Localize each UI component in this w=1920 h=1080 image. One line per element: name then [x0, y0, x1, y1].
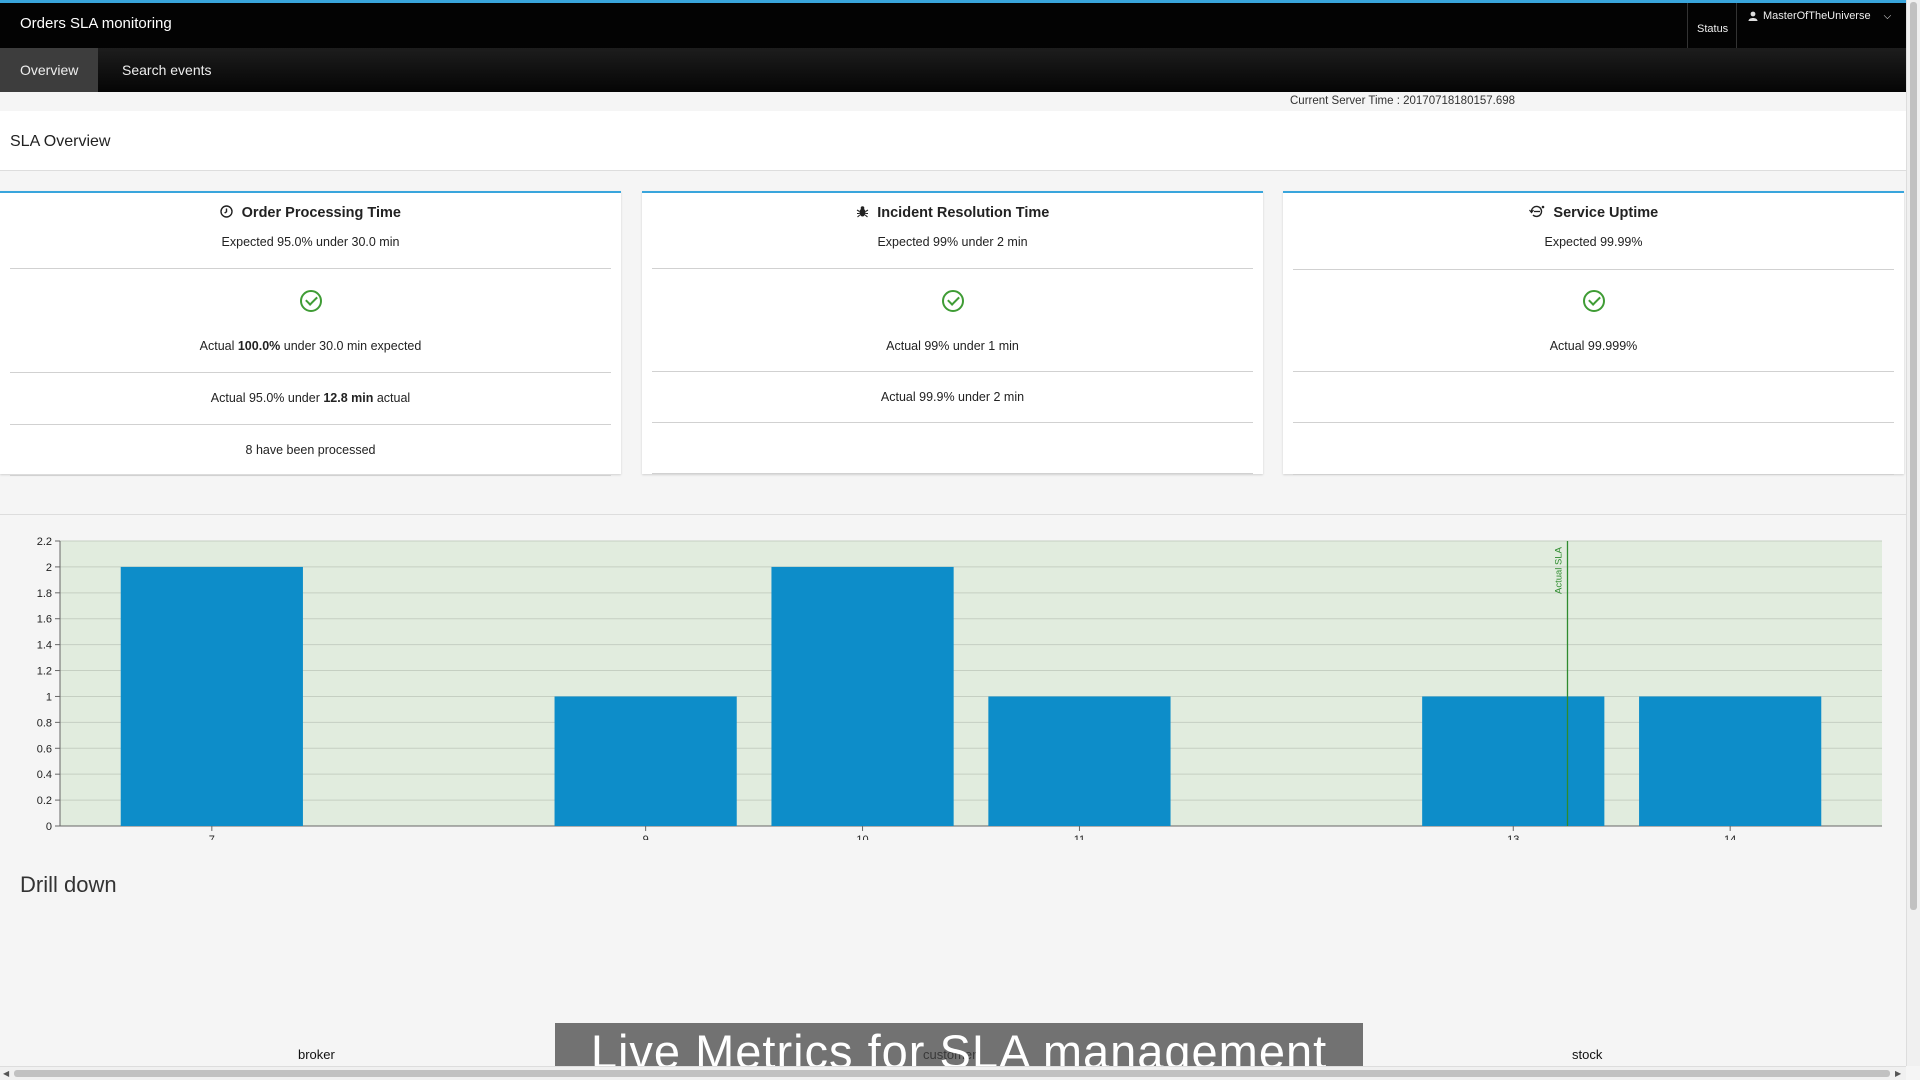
- user-name: MasterOfTheUniverse: [1763, 10, 1871, 22]
- divider: [1293, 371, 1894, 372]
- bar: [771, 566, 954, 826]
- divider: [652, 371, 1253, 372]
- y-tick-label: 0.6: [37, 743, 52, 755]
- plot-background: [60, 541, 1882, 826]
- sla-overview-header: SLA Overview: [0, 111, 1906, 171]
- page: Orders SLA monitoring Status MasterOfThe…: [0, 0, 1906, 1066]
- y-tick-label: 1.4: [37, 640, 52, 652]
- user-menu[interactable]: MasterOfTheUniverse ⌵: [1748, 10, 1891, 22]
- divider: [1293, 422, 1894, 423]
- chevron-down-icon: ⌵: [1883, 10, 1892, 22]
- tab-overview[interactable]: Overview: [0, 48, 99, 92]
- y-tick-label: 0.2: [37, 795, 52, 807]
- card-actual-line1: Actual 99% under 1 min: [886, 339, 1019, 353]
- y-tick-label: 2.2: [37, 536, 52, 548]
- top-bar: Orders SLA monitoring Status MasterOfThe…: [0, 0, 1906, 48]
- card-expected: Expected 99.99%: [1544, 235, 1643, 249]
- card-expected: Expected 95.0% under 30.0 min: [221, 235, 400, 249]
- clock-icon: [220, 205, 237, 220]
- y-tick-label: 2: [46, 562, 52, 574]
- check-circle-icon: [299, 290, 322, 312]
- card-processed-count: 8 have been processed: [245, 443, 376, 457]
- y-tick-label: 1: [46, 691, 52, 703]
- card-title: Incident Resolution Time: [877, 205, 1050, 221]
- sla-marker-label: Actual SLA: [1553, 546, 1564, 594]
- y-tick-label: 0: [46, 821, 52, 833]
- horizontal-scrollbar[interactable]: ◀ ▶: [0, 1066, 1906, 1080]
- status-menu[interactable]: Status: [1687, 3, 1737, 48]
- app-title[interactable]: Orders SLA monitoring: [20, 15, 172, 32]
- scroll-right-icon[interactable]: ▶: [1895, 1069, 1902, 1078]
- card-actual-line2: Actual 95.0% under 12.8 min actual: [210, 391, 411, 405]
- check-circle-icon: [1582, 290, 1605, 312]
- divider: [10, 268, 611, 269]
- page-title: SLA Overview: [10, 133, 111, 150]
- uptime-icon: [1528, 205, 1549, 220]
- main-nav: Overview Search events: [0, 48, 1906, 92]
- vertical-scrollbar[interactable]: [1906, 0, 1920, 1066]
- bar: [554, 696, 737, 826]
- bar: [120, 566, 303, 826]
- bar: [1422, 696, 1605, 826]
- card-actual-line1: Actual 99.999%: [1549, 339, 1638, 353]
- y-tick-label: 1.6: [37, 614, 52, 626]
- x-tick-label: 9: [643, 834, 649, 840]
- card-title: Service Uptime: [1553, 205, 1659, 221]
- divider: [10, 424, 611, 425]
- sla-card-incident-resolution: Incident Resolution Time Expected 99% un…: [642, 191, 1263, 474]
- y-tick-label: 1.8: [37, 588, 52, 600]
- divider: [652, 422, 1253, 423]
- check-circle-icon: [941, 290, 964, 312]
- x-tick-label: 7: [209, 834, 215, 840]
- divider: [1293, 269, 1894, 270]
- divider: [10, 475, 611, 476]
- x-tick-label: 14: [1724, 834, 1736, 840]
- divider: [10, 372, 611, 373]
- y-tick-label: 1.2: [37, 666, 52, 678]
- sla-card-order-processing: Order Processing Time Expected 95.0% und…: [0, 191, 621, 476]
- card-actual-line2: Actual 99.9% under 2 min: [880, 390, 1025, 404]
- drill-label-stock[interactable]: stock: [1572, 1047, 1603, 1062]
- x-tick-label: 13: [1507, 834, 1519, 840]
- sla-card-service-uptime: Service Uptime Expected 99.99% Actual 99…: [1283, 191, 1904, 475]
- scrollbar-thumb[interactable]: [14, 1070, 1890, 1077]
- x-tick-label: 11: [1074, 834, 1085, 840]
- bar-chart: 0 0.2 0.4 0.6 0.8 1 1.2 1.4 1.6 1.8 2 2.2 7 9 10 11 13 14…: [37, 536, 1882, 846]
- bar: [988, 696, 1171, 826]
- user-icon: [1748, 11, 1758, 21]
- drill-label-broker[interactable]: broker: [298, 1047, 335, 1062]
- card-expected: Expected 99% under 2 min: [877, 235, 1028, 249]
- sla-histogram: 0 0.2 0.4 0.6 0.8 1 1.2 1.4 1.6 1.8 2 2.2 7 9 10 11 13 14…: [0, 514, 1906, 846]
- y-tick-label: 0.4: [37, 769, 52, 781]
- scroll-left-icon[interactable]: ◀: [3, 1069, 10, 1078]
- divider: [1293, 474, 1894, 475]
- card-actual-line1: Actual 100.0% under 30.0 min expected: [199, 339, 422, 353]
- divider: [652, 473, 1253, 474]
- divider: [652, 268, 1253, 269]
- bar: [1639, 696, 1822, 826]
- status-label: Status: [1697, 23, 1729, 35]
- bug-icon: [856, 205, 873, 220]
- y-tick-label: 0.8: [37, 717, 52, 729]
- scrollbar-thumb[interactable]: [1910, 2, 1917, 910]
- x-tick-label: 10: [856, 834, 868, 840]
- tab-search-events[interactable]: Search events: [122, 62, 212, 78]
- server-time: Current Server Time : 20170718180157.698: [1290, 95, 1516, 107]
- card-title: Order Processing Time: [241, 205, 401, 221]
- drill-down-title: Drill down: [20, 872, 117, 897]
